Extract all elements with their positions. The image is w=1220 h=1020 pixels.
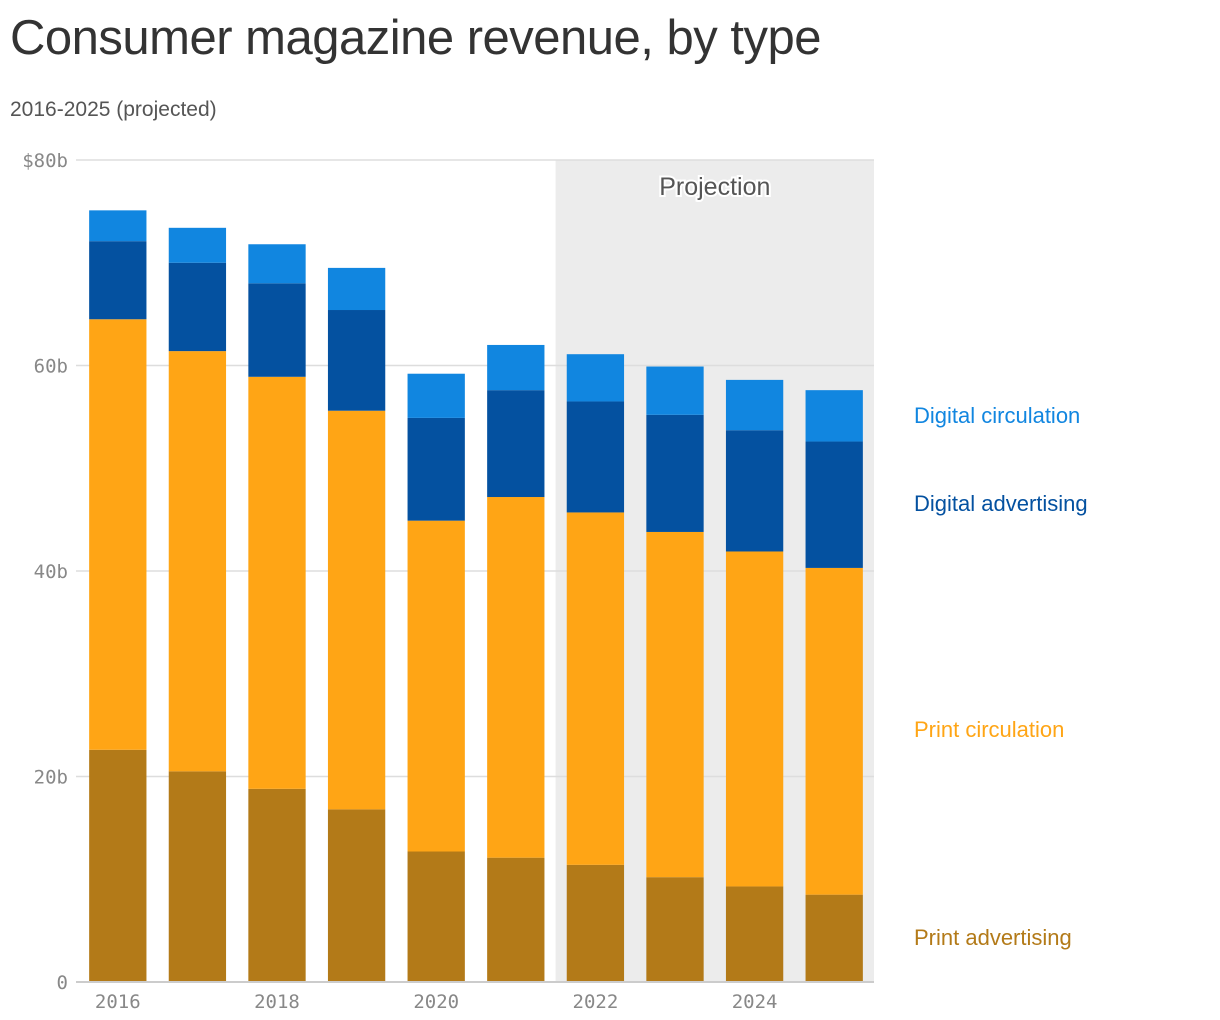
bar-segment-print-circulation-2020 [407,520,465,852]
bar-segment-digital-advertising-2025 [805,441,863,568]
x-tick-label: 2016 [95,991,141,1013]
bar-segment-digital-advertising-2024 [725,430,784,552]
legend-print-advertising: Print advertising [914,925,1072,950]
bar-segment-digital-circulation-2017 [168,227,227,263]
x-tick-label: 2018 [254,991,300,1013]
bar-segment-print-advertising-2018 [248,788,306,982]
bar-segment-print-advertising-2020 [407,851,465,982]
bar-segment-print-advertising-2021 [487,857,545,982]
bar-segment-print-circulation-2024 [725,551,784,887]
projection-label: Projection [659,173,770,201]
chart-title: Consumer magazine revenue, by type [10,11,822,65]
bar-segment-print-circulation-2019 [327,410,386,810]
bar-segment-digital-advertising-2021 [487,390,545,498]
y-tick-label: 40b [34,561,68,583]
y-tick-label: $80b [22,150,68,172]
bar-segment-digital-advertising-2019 [327,310,386,411]
bar-segment-print-circulation-2017 [168,351,227,772]
bar-segment-digital-advertising-2022 [566,401,625,513]
bar-segment-digital-advertising-2017 [168,262,227,352]
bar-segment-digital-advertising-2023 [646,414,704,532]
chart-subtitle: 2016-2025 (projected) [10,98,217,121]
bar-segment-digital-circulation-2021 [487,344,545,391]
y-tick-label: 0 [57,972,68,994]
y-tick-label: 20b [34,767,68,789]
legend-digital-advertising: Digital advertising [914,491,1088,516]
bar-segment-print-advertising-2024 [725,886,784,982]
x-tick-label: 2022 [573,991,619,1013]
bar-segment-print-advertising-2017 [168,771,227,982]
bar-segment-print-circulation-2023 [646,531,704,878]
bar-segment-print-circulation-2021 [487,497,545,858]
x-tick-label: 2024 [732,991,778,1013]
x-tick-label: 2020 [413,991,459,1013]
bar-segment-digital-circulation-2023 [646,366,704,415]
bar-segment-print-advertising-2022 [566,864,625,982]
bar-segment-print-circulation-2018 [248,376,306,789]
bar-segment-digital-circulation-2019 [327,267,386,311]
bar-segment-digital-circulation-2018 [248,244,306,284]
bar-segment-digital-circulation-2024 [725,379,784,431]
legend-print-circulation: Print circulation [914,717,1064,742]
bar-segment-digital-circulation-2022 [566,354,625,402]
bar-segment-print-advertising-2019 [327,809,386,982]
bar-segment-digital-circulation-2020 [407,373,465,418]
bar-segment-print-advertising-2023 [646,877,704,982]
bar-segment-print-circulation-2022 [566,512,625,865]
legend-digital-circulation: Digital circulation [914,403,1080,428]
bar-segment-digital-advertising-2016 [89,241,147,320]
bar-segment-digital-circulation-2016 [89,210,147,242]
bar-segment-print-advertising-2016 [89,749,147,982]
y-tick-label: 60b [34,356,68,378]
bar-segment-digital-circulation-2025 [805,390,863,442]
bar-segment-digital-advertising-2018 [248,283,306,377]
bar-segment-print-circulation-2016 [89,319,147,750]
bar-segment-print-circulation-2025 [805,567,863,895]
bar-segment-print-advertising-2025 [805,894,863,982]
bar-segment-digital-advertising-2020 [407,417,465,521]
